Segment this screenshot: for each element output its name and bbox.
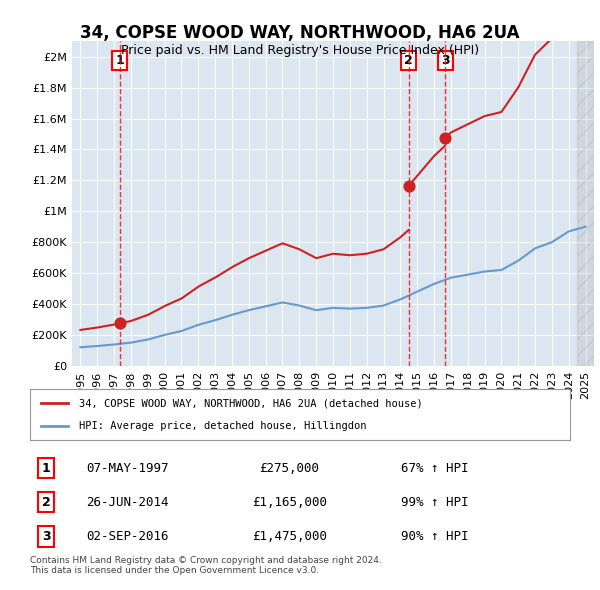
Text: 2: 2 xyxy=(42,496,50,509)
Point xyxy=(115,319,125,328)
Text: 02-SEP-2016: 02-SEP-2016 xyxy=(86,530,169,543)
Text: £1,475,000: £1,475,000 xyxy=(252,530,326,543)
Text: £275,000: £275,000 xyxy=(259,461,319,475)
Text: 2: 2 xyxy=(404,54,413,67)
Text: 26-JUN-2014: 26-JUN-2014 xyxy=(86,496,169,509)
Bar xyxy=(577,41,594,366)
Point xyxy=(440,133,450,143)
Text: Contains HM Land Registry data © Crown copyright and database right 2024.
This d: Contains HM Land Registry data © Crown c… xyxy=(30,556,382,575)
Text: 67% ↑ HPI: 67% ↑ HPI xyxy=(401,461,469,475)
Text: 99% ↑ HPI: 99% ↑ HPI xyxy=(401,496,469,509)
Text: 3: 3 xyxy=(441,54,449,67)
Text: 90% ↑ HPI: 90% ↑ HPI xyxy=(401,530,469,543)
Text: 1: 1 xyxy=(42,461,50,475)
Text: 07-MAY-1997: 07-MAY-1997 xyxy=(86,461,169,475)
Text: Price paid vs. HM Land Registry's House Price Index (HPI): Price paid vs. HM Land Registry's House … xyxy=(121,44,479,57)
Text: HPI: Average price, detached house, Hillingdon: HPI: Average price, detached house, Hill… xyxy=(79,421,366,431)
Text: 34, COPSE WOOD WAY, NORTHWOOD, HA6 2UA (detached house): 34, COPSE WOOD WAY, NORTHWOOD, HA6 2UA (… xyxy=(79,398,422,408)
Text: £1,165,000: £1,165,000 xyxy=(252,496,326,509)
Text: 34, COPSE WOOD WAY, NORTHWOOD, HA6 2UA: 34, COPSE WOOD WAY, NORTHWOOD, HA6 2UA xyxy=(80,24,520,42)
Text: 1: 1 xyxy=(116,54,124,67)
Text: 3: 3 xyxy=(42,530,50,543)
Point xyxy=(404,181,413,191)
